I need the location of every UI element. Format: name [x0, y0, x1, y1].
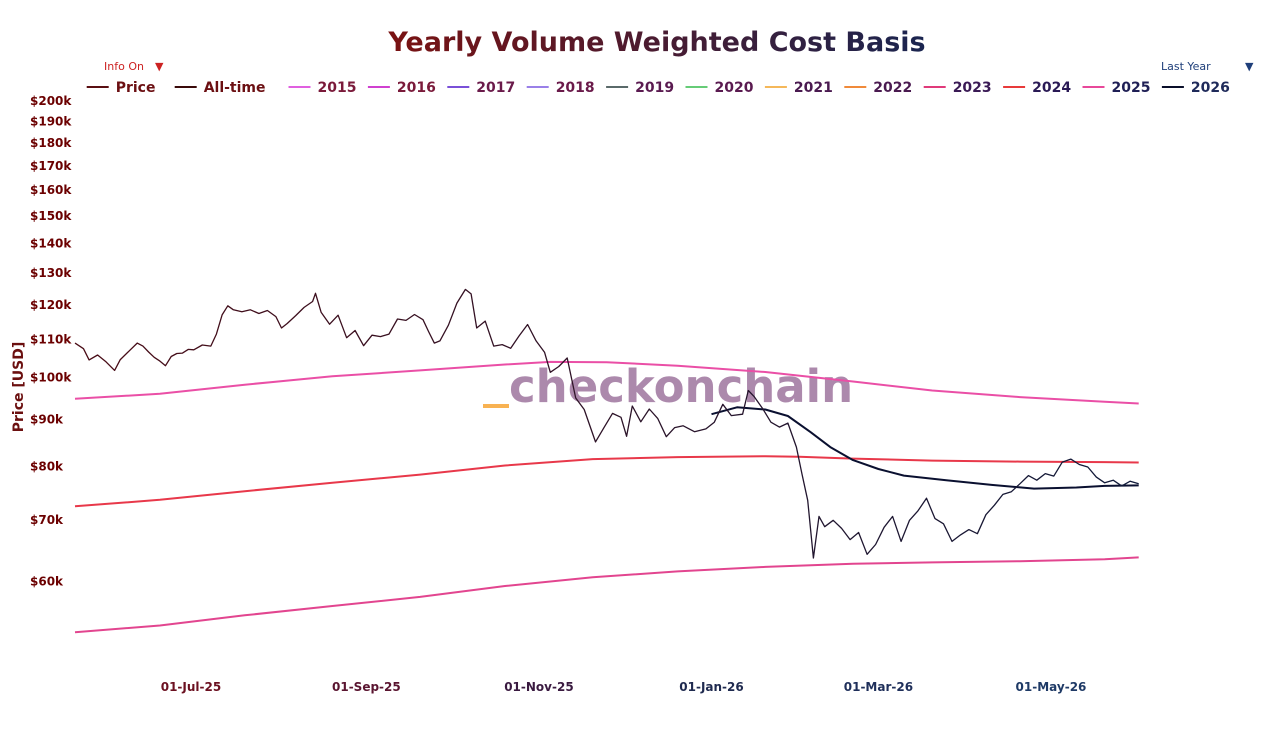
legend-item-2018[interactable]: 2018	[526, 80, 595, 96]
range-selector[interactable]: Last Year ▼	[1161, 60, 1254, 73]
legend-label[interactable]: 2021	[794, 80, 833, 96]
legend-item-2016[interactable]: 2016	[367, 80, 436, 96]
range-selector-label[interactable]: Last Year	[1161, 60, 1211, 73]
legend-label[interactable]: 2019	[635, 80, 674, 96]
legend: Price All-time 2015 2016 2017 2018 2019 2020 202…	[86, 80, 1230, 96]
x-tick-label: 01-May-26	[1016, 680, 1087, 694]
chevron-down-icon[interactable]: ▼	[155, 60, 164, 73]
y-tick-label: $190k	[30, 114, 72, 128]
legend-item-price[interactable]: Price	[86, 80, 156, 96]
series-line-2023	[74, 360, 1139, 405]
legend-label[interactable]: Price	[116, 80, 156, 96]
y-tick-label: $150k	[30, 209, 72, 223]
legend-label[interactable]: 2016	[397, 80, 436, 96]
legend-item-all-time[interactable]: All-time	[174, 80, 266, 96]
y-tick-label: $60k	[30, 574, 64, 588]
y-tick-label: $200k	[30, 94, 72, 108]
x-tick-label: 01-Sep-25	[332, 680, 401, 694]
series-line-price	[74, 288, 1139, 559]
y-tick-label: $100k	[30, 371, 72, 385]
chart-title: Yearly Volume Weighted Cost Basis	[387, 27, 925, 58]
legend-item-2024[interactable]: 2024	[1003, 80, 1071, 96]
y-tick-label: $110k	[30, 332, 72, 346]
y-tick-label: $130k	[30, 266, 72, 280]
legend-item-2026[interactable]: 2026	[1161, 80, 1230, 96]
y-axis: $60k $70k $80k $90k $100k $110k $120k $130k $140…	[30, 94, 72, 588]
legend-label[interactable]: 2025	[1112, 80, 1151, 96]
legend-label[interactable]: All-time	[204, 80, 266, 96]
legend-label[interactable]: 2017	[476, 80, 515, 96]
series-line-2024	[74, 455, 1139, 508]
watermark-text: checkonchain	[509, 360, 853, 413]
legend-label[interactable]: 2023	[953, 80, 992, 96]
info-toggle-label[interactable]: Info On	[104, 60, 144, 73]
legend-item-2020[interactable]: 2020	[685, 80, 754, 96]
y-tick-label: $170k	[30, 159, 72, 173]
x-tick-label: 01-Nov-25	[504, 680, 573, 694]
chevron-down-icon[interactable]: ▼	[1245, 60, 1254, 73]
y-tick-label: $80k	[30, 460, 64, 474]
legend-label[interactable]: 2020	[715, 80, 754, 96]
watermark-dash	[483, 404, 509, 408]
series-line-2025	[74, 556, 1139, 634]
legend-label[interactable]: 2018	[556, 80, 595, 96]
y-tick-label: $140k	[30, 236, 72, 250]
legend-label[interactable]: 2024	[1032, 80, 1071, 96]
y-tick-label: $180k	[30, 136, 72, 150]
legend-item-2015[interactable]: 2015	[288, 80, 357, 96]
legend-label[interactable]: 2026	[1191, 80, 1230, 96]
info-toggle[interactable]: Info On ▼	[104, 60, 164, 73]
y-tick-label: $160k	[30, 183, 72, 197]
series-layer	[74, 288, 1139, 634]
x-axis: 01-Jul-25 01-Sep-25 01-Nov-25 01-Jan-26 01-M…	[161, 680, 1087, 694]
x-tick-label: 01-Mar-26	[844, 680, 913, 694]
legend-item-2025[interactable]: 2025	[1082, 80, 1151, 96]
legend-label[interactable]: 2015	[318, 80, 357, 96]
legend-label[interactable]: 2022	[873, 80, 912, 96]
legend-item-2021[interactable]: 2021	[764, 80, 833, 96]
y-tick-label: $120k	[30, 298, 72, 312]
legend-item-2023[interactable]: 2023	[923, 80, 992, 96]
y-axis-label: Price [USD]	[11, 342, 27, 433]
series-line-2026	[711, 406, 1139, 490]
legend-item-2017[interactable]: 2017	[447, 80, 515, 96]
legend-item-2019[interactable]: 2019	[606, 80, 674, 96]
x-tick-label: 01-Jan-26	[679, 680, 743, 694]
watermark: checkonchain	[483, 360, 853, 413]
y-tick-label: $70k	[30, 513, 64, 527]
legend-item-2022[interactable]: 2022	[844, 80, 912, 96]
y-tick-label: $90k	[30, 413, 64, 427]
x-tick-label: 01-Jul-25	[161, 680, 221, 694]
